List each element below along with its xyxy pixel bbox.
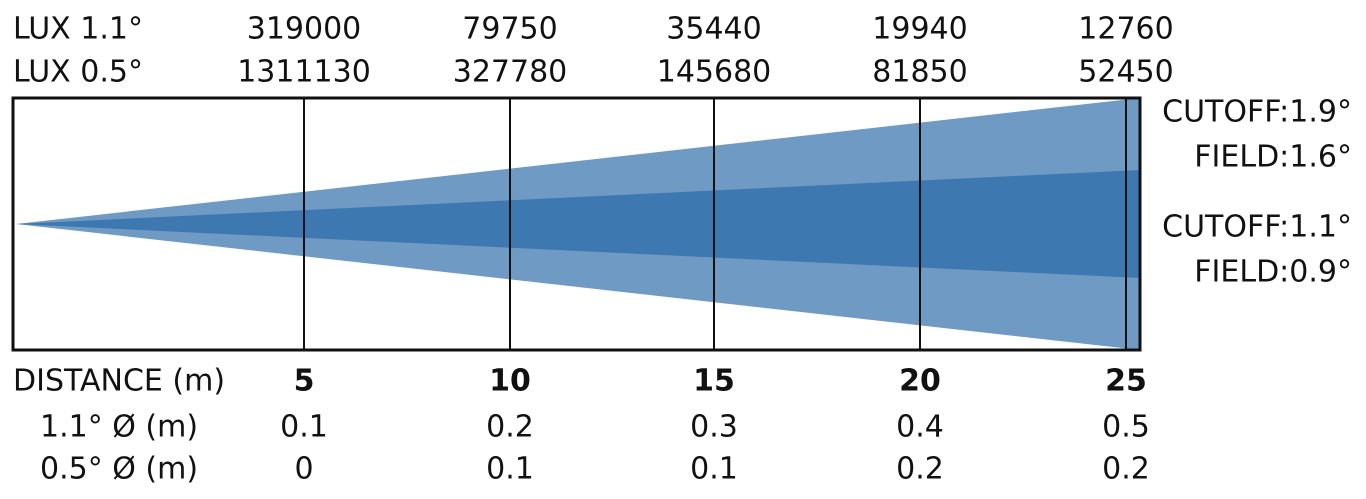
lux-label: LUX 0.5° bbox=[13, 55, 143, 90]
diameter-value: 0.2 bbox=[486, 410, 534, 445]
diameter-value: 0.1 bbox=[280, 410, 328, 445]
beam-label: CUTOFF:1.9° bbox=[1162, 95, 1352, 130]
lux-value: 52450 bbox=[1078, 55, 1173, 90]
diameter-label: 0.5° Ø (m) bbox=[40, 452, 198, 487]
lux-value: 12760 bbox=[1078, 12, 1173, 47]
beam-label: FIELD:1.6° bbox=[1194, 140, 1352, 175]
beam-label: FIELD:0.9° bbox=[1194, 255, 1352, 290]
lux-value: 327780 bbox=[453, 55, 568, 90]
lux-value: 19940 bbox=[872, 12, 967, 47]
distance-value: 20 bbox=[899, 364, 941, 399]
lux-value: 81850 bbox=[872, 55, 967, 90]
distance-value: 10 bbox=[489, 364, 531, 399]
distance-value: 5 bbox=[294, 364, 315, 399]
diameter-value: 0.4 bbox=[896, 410, 944, 445]
lux-value: 79750 bbox=[462, 12, 557, 47]
lux-value: 1311130 bbox=[237, 55, 371, 90]
distance-label: DISTANCE (m) bbox=[13, 364, 225, 399]
diameter-value: 0.5 bbox=[1102, 410, 1150, 445]
beam-label: CUTOFF:1.1° bbox=[1162, 210, 1352, 245]
diameter-label: 1.1° Ø (m) bbox=[40, 410, 198, 445]
lux-value: 145680 bbox=[657, 55, 772, 90]
frame bbox=[11, 96, 1142, 352]
diameter-value: 0.3 bbox=[690, 410, 738, 445]
inner-beam bbox=[16, 170, 1140, 278]
diameter-value: 0.1 bbox=[486, 452, 534, 487]
lux-value: 319000 bbox=[247, 12, 362, 47]
diameter-value: 0.2 bbox=[1102, 452, 1150, 487]
diameter-value: 0.2 bbox=[896, 452, 944, 487]
lux-value: 35440 bbox=[666, 12, 761, 47]
distance-value: 15 bbox=[693, 364, 735, 399]
diameter-value: 0.1 bbox=[690, 452, 738, 487]
distance-value: 25 bbox=[1105, 364, 1147, 399]
diameter-value: 0 bbox=[294, 452, 313, 487]
lux-label: LUX 1.1° bbox=[13, 12, 143, 47]
